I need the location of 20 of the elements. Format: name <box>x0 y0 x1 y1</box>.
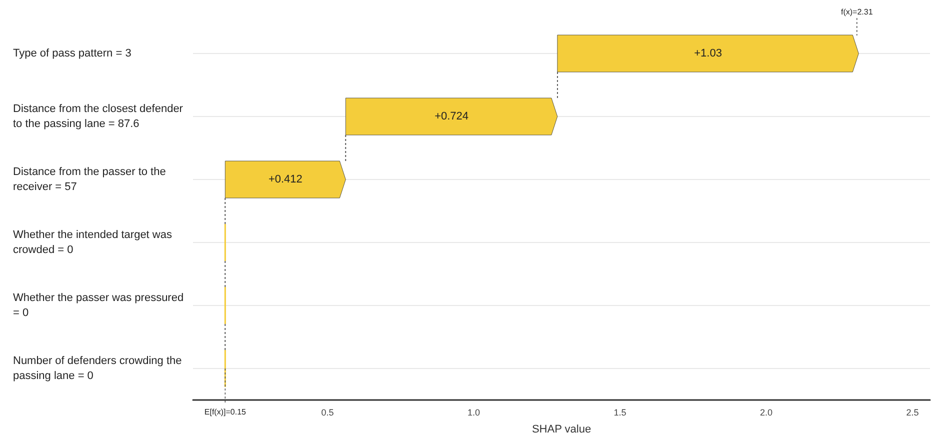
x-tick-label: 1.0 <box>468 408 480 418</box>
y-tick-label: Whether the passer was pressured = 0 <box>13 292 187 319</box>
y-tick-label: Distance from the passer to the receiver = 57 <box>13 166 169 193</box>
bar <box>557 34 859 72</box>
y-tick-label: Type of pass pattern = 3 <box>13 48 132 60</box>
y-tick-label: Number of defenders crowding the passing lane = 0 <box>13 355 185 382</box>
bar <box>224 160 346 198</box>
data-label: +0.412 <box>268 174 302 186</box>
data-label: +0.724 <box>434 110 469 122</box>
x-tick-label: 1.5 <box>614 408 626 418</box>
x-tick-label: 2.0 <box>760 408 772 418</box>
y-tick-label: Whether the intended target was crowded = 0 <box>13 229 176 256</box>
bar <box>345 98 558 136</box>
x-tick-label: 0.5 <box>321 408 334 418</box>
x-axis-title: SHAP value <box>532 424 592 436</box>
x-tick-label: 2.5 <box>906 408 919 418</box>
data-label: +1.03 <box>694 48 722 60</box>
annotation: f(x)=2.31 <box>840 8 874 16</box>
y-tick-label: Distance from the closest defender to the passing lane = 87.6 <box>13 103 186 130</box>
annotation: E[f(x)]=0.15 <box>204 408 247 416</box>
